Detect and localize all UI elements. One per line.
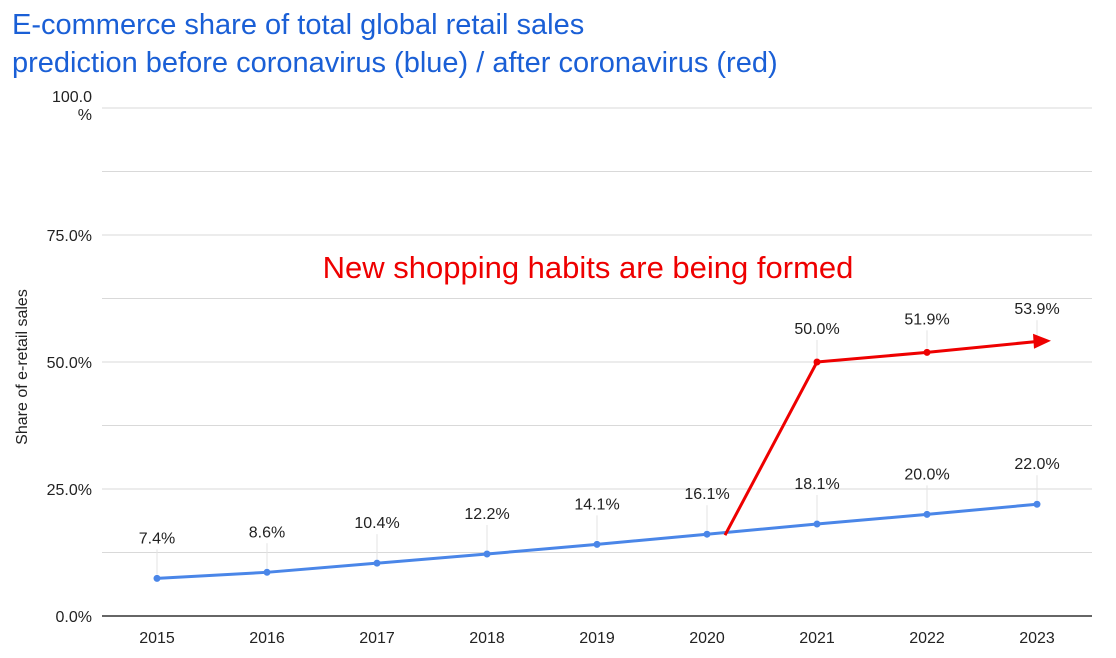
series-line-after [723, 339, 1038, 536]
gridlines [102, 107, 1092, 617]
arrow-head [1033, 333, 1051, 349]
x-tick-label: 2021 [799, 630, 835, 647]
data-labels: 7.4% 8.6% 10.4% 12.2% 14.1% 16.1% 18.1% 20.0% 22… [139, 301, 1060, 547]
y-tick-label: 0.0% [56, 609, 92, 626]
data-label-before: 18.1% [794, 476, 839, 493]
data-label-before: 12.2% [464, 506, 509, 523]
data-point-before [483, 550, 491, 558]
y-tick-label: 100.0% [52, 89, 92, 124]
x-tick-label: 2023 [1019, 630, 1055, 647]
x-tick-label: 2017 [359, 630, 395, 647]
y-tick-label: 50.0% [47, 355, 92, 372]
chart-title-line-2: prediction before coronavirus (blue) / a… [12, 47, 778, 79]
data-label-before: 16.1% [684, 486, 729, 503]
data-label-after: 53.9% [1014, 301, 1059, 318]
x-tick-label: 2018 [469, 630, 505, 647]
y-tick-label: 75.0% [47, 228, 92, 245]
data-label-before: 10.4% [354, 515, 399, 532]
data-label-before: 7.4% [139, 530, 175, 547]
x-tick-label: 2019 [579, 630, 615, 647]
data-label-before: 20.0% [904, 466, 949, 483]
y-tick-label: 25.0% [47, 482, 92, 499]
y-axis-title: Share of e-retail sales [14, 289, 31, 445]
data-label-before: 22.0% [1014, 456, 1059, 473]
data-point-after [923, 348, 931, 356]
chart-title: E-commerce share of total global retail … [12, 6, 778, 82]
annotation-text: New shopping habits are being formed [323, 250, 854, 285]
data-point-before [813, 520, 821, 528]
data-point-before [703, 530, 711, 538]
x-tick-label: 2016 [249, 630, 285, 647]
y-axis-ticks: 0.0% 25.0% 50.0% 75.0% 100.0% [47, 89, 92, 626]
x-tick-label: 2020 [689, 630, 725, 647]
data-label-before: 8.6% [249, 524, 285, 541]
data-point-before [923, 510, 931, 518]
data-label-before: 14.1% [574, 496, 619, 513]
series-lines [153, 333, 1051, 582]
data-point-before [593, 540, 601, 548]
label-leader-lines [156, 320, 1038, 575]
data-point-before [1033, 500, 1041, 508]
data-point-before [153, 574, 161, 582]
data-point-after [813, 358, 821, 366]
x-tick-label: 2015 [139, 630, 175, 647]
x-axis-ticks: 2015 2016 2017 2018 2019 2020 2021 2022 2023 [139, 630, 1055, 647]
data-label-after: 51.9% [904, 311, 949, 328]
data-point-before [373, 559, 381, 567]
chart-title-line-1: E-commerce share of total global retail … [12, 9, 585, 41]
x-tick-label: 2022 [909, 630, 945, 647]
data-point-before [263, 568, 271, 576]
data-label-after: 50.0% [794, 321, 839, 338]
